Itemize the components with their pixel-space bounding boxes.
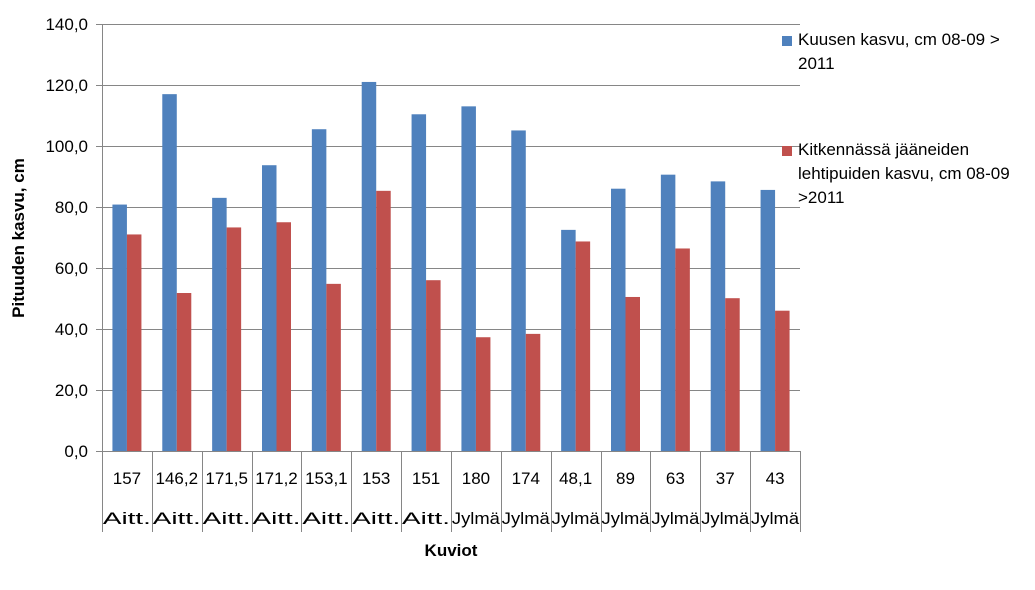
bar-series-1 bbox=[611, 188, 626, 451]
bar-series-2 bbox=[575, 241, 591, 451]
x-category-code: 151 bbox=[412, 469, 440, 488]
bar-series-1 bbox=[361, 81, 377, 451]
legend-item-1: Kuusen kasvu, cm 08-09 > 2011 bbox=[782, 28, 1032, 76]
x-category-group: Jylmä bbox=[452, 509, 501, 528]
bar-series-1 bbox=[411, 114, 427, 451]
x-category-code: 153 bbox=[362, 469, 390, 488]
y-axis-title: Pituuden kasvu, cm bbox=[9, 158, 28, 318]
bar-series-1 bbox=[162, 94, 177, 452]
bar-series-2 bbox=[525, 333, 541, 451]
x-category-code: 157 bbox=[113, 469, 141, 488]
x-category-code: 146,2 bbox=[156, 469, 199, 488]
bar-series-1 bbox=[760, 189, 776, 452]
x-category-code: 37 bbox=[716, 469, 735, 488]
bar-series-2 bbox=[775, 310, 790, 451]
bar-series-1 bbox=[262, 165, 277, 451]
bar-series-1 bbox=[311, 129, 327, 451]
x-category-code: 171,5 bbox=[205, 469, 248, 488]
y-tick-label: 40,0 bbox=[55, 320, 88, 339]
y-tick-labels: 0,0 20,0 40,0 60,0 80,0 100,0 120,0 140,0 bbox=[45, 15, 88, 461]
bar-series-2 bbox=[126, 234, 142, 451]
gridlines bbox=[96, 24, 800, 452]
x-category-group: Aitt. bbox=[153, 509, 201, 528]
x-category-labels: 157 Aitt. 146,2 Aitt. 171,5 Aitt. 171,2 Aitt. 15… bbox=[103, 469, 800, 528]
legend-swatch bbox=[782, 36, 792, 46]
x-category-group: Jylmä bbox=[552, 509, 601, 528]
y-tick-label: 80,0 bbox=[55, 198, 88, 217]
legend-item-2: Kitkennässä jääneiden lehtipuiden kasvu,… bbox=[782, 138, 1032, 210]
bars bbox=[112, 81, 790, 452]
bar-series-2 bbox=[675, 248, 690, 451]
bar-series-1 bbox=[112, 204, 127, 451]
bar-series-2 bbox=[426, 280, 441, 451]
x-category-code: 171,2 bbox=[255, 469, 298, 488]
bar-series-1 bbox=[511, 130, 526, 451]
x-category-group: Aitt. bbox=[352, 509, 400, 528]
bar-series-2 bbox=[625, 296, 640, 451]
bar-series-1 bbox=[461, 106, 476, 451]
x-category-code: 63 bbox=[666, 469, 685, 488]
x-category-group: Jylmä bbox=[751, 509, 800, 528]
x-category-group: Aitt. bbox=[203, 509, 251, 528]
bar-series-1 bbox=[660, 174, 676, 452]
x-category-group: Jylmä bbox=[651, 509, 700, 528]
bar-series-2 bbox=[176, 293, 192, 451]
bar-series-2 bbox=[276, 222, 291, 451]
x-category-group: Aitt. bbox=[253, 509, 301, 528]
legend-label: Kitkennässä jääneiden lehtipuiden kasvu,… bbox=[798, 140, 1010, 207]
x-category-code: 153,1 bbox=[305, 469, 348, 488]
x-category-code: 180 bbox=[462, 469, 490, 488]
y-tick-label: 120,0 bbox=[45, 76, 88, 95]
y-tick-label: 20,0 bbox=[55, 381, 88, 400]
legend-label: Kuusen kasvu, cm 08-09 > 2011 bbox=[798, 30, 1000, 73]
bar-series-1 bbox=[212, 197, 227, 451]
axes bbox=[102, 24, 801, 532]
x-category-code: 48,1 bbox=[559, 469, 592, 488]
x-category-group: Jylmä bbox=[701, 509, 750, 528]
x-category-code: 89 bbox=[616, 469, 635, 488]
bar-series-2 bbox=[326, 283, 341, 451]
y-tick-label: 0,0 bbox=[64, 442, 88, 461]
legend-swatch bbox=[782, 146, 792, 156]
x-category-group: Aitt. bbox=[402, 509, 450, 528]
x-category-group: Jylmä bbox=[602, 509, 651, 528]
x-category-code: 43 bbox=[766, 469, 785, 488]
x-category-group: Jylmä bbox=[502, 509, 551, 528]
x-category-group: Aitt. bbox=[103, 509, 151, 528]
x-category-code: 174 bbox=[512, 469, 540, 488]
y-tick-label: 100,0 bbox=[45, 137, 88, 156]
bar-series-2 bbox=[376, 190, 391, 451]
bar-series-1 bbox=[561, 229, 576, 451]
bar-series-2 bbox=[226, 227, 242, 451]
y-tick-label: 60,0 bbox=[55, 259, 88, 278]
bar-series-2 bbox=[725, 298, 740, 451]
bar-series-1 bbox=[710, 181, 726, 451]
bar-series-2 bbox=[475, 337, 491, 451]
x-category-group: Aitt. bbox=[302, 509, 350, 528]
x-axis-title: Kuviot bbox=[425, 541, 478, 560]
y-tick-label: 140,0 bbox=[45, 15, 88, 34]
